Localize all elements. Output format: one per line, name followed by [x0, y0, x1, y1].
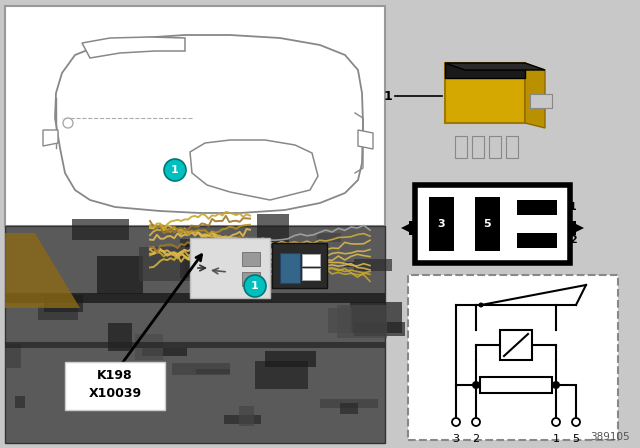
- Circle shape: [244, 275, 266, 297]
- Bar: [65, 362, 165, 410]
- Bar: [480, 377, 552, 393]
- Bar: [5, 6, 385, 226]
- Bar: [320, 399, 378, 408]
- Bar: [97, 256, 143, 294]
- Bar: [445, 63, 525, 123]
- Bar: [475, 197, 500, 251]
- Polygon shape: [43, 130, 58, 146]
- Text: 3: 3: [437, 219, 445, 229]
- Circle shape: [472, 381, 480, 389]
- Text: X10039: X10039: [88, 387, 141, 400]
- Bar: [344, 262, 355, 267]
- Bar: [517, 200, 557, 215]
- Bar: [280, 253, 300, 283]
- Bar: [506, 136, 518, 158]
- Bar: [302, 254, 320, 266]
- Bar: [190, 238, 270, 298]
- Bar: [255, 361, 308, 389]
- Polygon shape: [82, 37, 185, 58]
- Bar: [242, 272, 260, 286]
- Bar: [15, 396, 25, 408]
- Circle shape: [479, 302, 483, 307]
- Bar: [570, 221, 576, 235]
- Bar: [44, 295, 83, 312]
- Bar: [455, 136, 467, 158]
- Circle shape: [472, 418, 480, 426]
- Polygon shape: [55, 35, 363, 213]
- Bar: [224, 415, 261, 424]
- Bar: [180, 239, 215, 247]
- Bar: [415, 185, 570, 263]
- Text: 2: 2: [472, 434, 479, 444]
- Bar: [72, 219, 129, 240]
- Bar: [500, 330, 532, 360]
- Bar: [445, 63, 525, 78]
- Bar: [302, 268, 320, 280]
- Bar: [38, 306, 78, 320]
- Text: 1: 1: [569, 202, 577, 212]
- Polygon shape: [190, 140, 318, 200]
- Bar: [135, 334, 163, 360]
- Bar: [257, 214, 289, 253]
- Bar: [239, 406, 254, 426]
- Text: 1: 1: [383, 90, 392, 103]
- Bar: [489, 136, 501, 158]
- Bar: [429, 197, 454, 251]
- Bar: [530, 94, 552, 108]
- Bar: [265, 351, 316, 367]
- Bar: [142, 348, 187, 356]
- Text: 3: 3: [452, 434, 460, 444]
- Bar: [5, 344, 21, 368]
- Circle shape: [164, 159, 186, 181]
- Text: 1: 1: [251, 281, 259, 291]
- Bar: [242, 252, 260, 266]
- Polygon shape: [445, 63, 545, 70]
- Text: 5: 5: [573, 434, 579, 444]
- Bar: [409, 221, 415, 235]
- Bar: [185, 243, 224, 274]
- Polygon shape: [570, 221, 584, 235]
- Bar: [5, 342, 385, 348]
- Text: 389105: 389105: [590, 432, 630, 442]
- Polygon shape: [358, 130, 373, 149]
- Bar: [354, 322, 405, 336]
- Bar: [337, 305, 387, 338]
- Polygon shape: [525, 63, 545, 128]
- Circle shape: [452, 418, 460, 426]
- Bar: [408, 275, 618, 440]
- Circle shape: [63, 118, 73, 128]
- Polygon shape: [5, 233, 80, 308]
- Text: 2: 2: [569, 235, 577, 245]
- Bar: [108, 323, 132, 351]
- Text: 1: 1: [171, 165, 179, 175]
- Bar: [49, 298, 76, 308]
- Bar: [5, 226, 385, 443]
- Bar: [5, 293, 385, 303]
- Text: K198: K198: [97, 369, 133, 382]
- Bar: [172, 363, 230, 375]
- Bar: [317, 233, 341, 242]
- Bar: [350, 302, 402, 333]
- Bar: [328, 308, 352, 333]
- Bar: [472, 136, 484, 158]
- Text: 1: 1: [552, 434, 559, 444]
- Text: 5: 5: [483, 219, 491, 229]
- Polygon shape: [401, 221, 415, 235]
- Bar: [139, 247, 191, 281]
- Circle shape: [572, 418, 580, 426]
- Bar: [517, 233, 557, 248]
- Bar: [196, 369, 230, 374]
- Bar: [340, 403, 358, 414]
- Bar: [180, 250, 199, 278]
- Bar: [272, 243, 327, 288]
- Circle shape: [552, 418, 560, 426]
- Circle shape: [552, 381, 560, 389]
- Bar: [354, 259, 392, 271]
